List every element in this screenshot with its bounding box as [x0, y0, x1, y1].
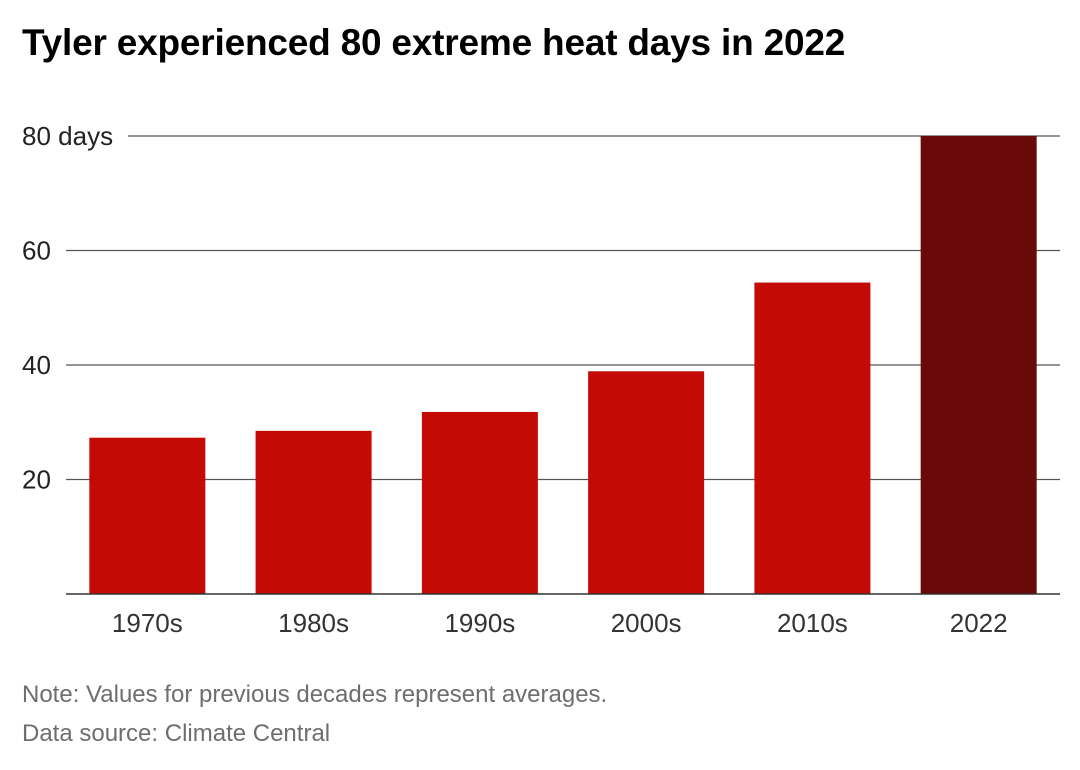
- chart-note: Note: Values for previous decades repres…: [22, 681, 608, 708]
- x-tick-label: 1990s: [444, 608, 515, 638]
- x-tick-label: 1970s: [112, 608, 183, 638]
- x-tick-label: 2010s: [777, 608, 848, 638]
- x-tick-label: 2022: [950, 608, 1008, 638]
- y-tick-label: 80 days: [22, 121, 113, 151]
- y-tick-label: 40: [22, 350, 51, 380]
- data-source: Data source: Climate Central: [22, 720, 331, 747]
- bar-1970s: [89, 437, 206, 594]
- bars: [89, 136, 1037, 594]
- bar-1990s: [421, 411, 538, 594]
- x-tick-label: 2000s: [611, 608, 682, 638]
- bar-2010s: [754, 282, 871, 594]
- gridlines: [66, 135, 1060, 481]
- bar-2022: [920, 136, 1037, 594]
- y-tick-label: 20: [22, 465, 51, 495]
- bar-chart: 20 40 60 80 days 1970s 1980s 1990s 2000s 2010s 2…: [22, 121, 1060, 638]
- bar-2000s: [588, 371, 705, 594]
- x-tick-labels: 1970s 1980s 1990s 2000s 2010s 2022: [112, 608, 1008, 638]
- x-tick-label: 1980s: [278, 608, 349, 638]
- chart-title: Tyler experienced 80 extreme heat days i…: [22, 22, 846, 63]
- y-tick-labels: 20 40 60 80 days: [22, 121, 113, 495]
- bar-1980s: [255, 430, 372, 594]
- y-tick-label: 60: [22, 236, 51, 266]
